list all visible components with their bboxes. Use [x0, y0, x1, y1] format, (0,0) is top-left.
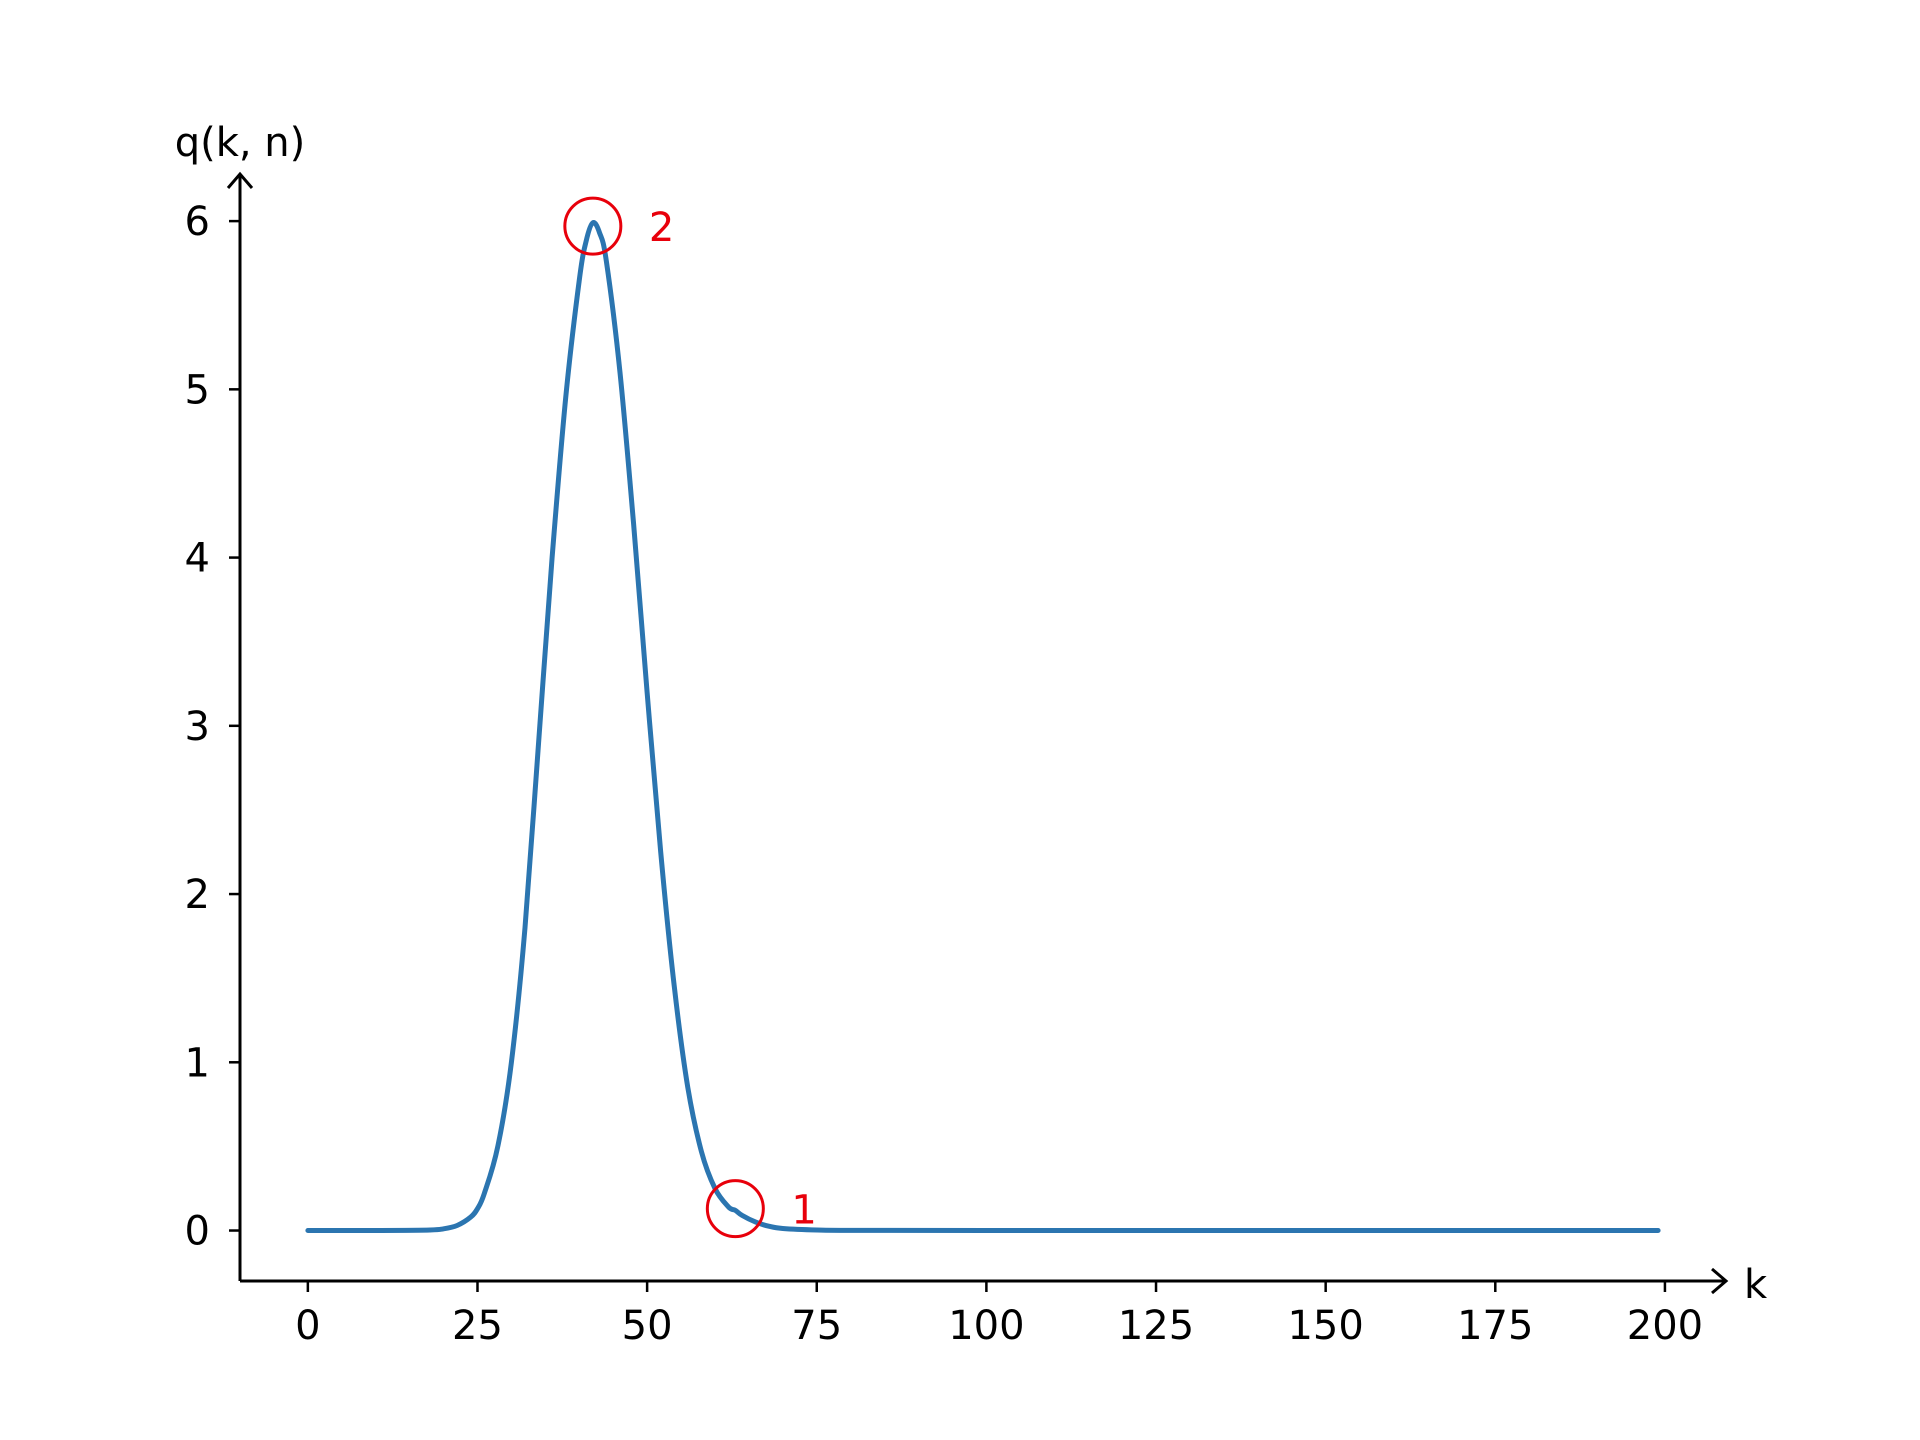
y-ticks: 0 1 2 3 4 5 6	[185, 199, 240, 1255]
x-tick-label: 25	[452, 1303, 503, 1349]
y-tick-label: 2	[185, 872, 210, 918]
y-tick-label: 6	[185, 199, 210, 245]
x-tick-label: 0	[295, 1303, 320, 1349]
y-axis-label: q(k, n)	[175, 120, 306, 166]
y-tick-label: 1	[185, 1040, 210, 1086]
x-tick-label: 150	[1287, 1303, 1363, 1349]
annotation-label: 2	[649, 205, 674, 251]
annotation-marker	[705, 1179, 765, 1239]
annotation-marker	[563, 196, 623, 256]
annotation-label: 1	[791, 1188, 816, 1234]
x-tick-label: 50	[622, 1303, 673, 1349]
y-axis: 0 1 2 3 4 5 6 q(k, n)	[175, 120, 306, 1281]
x-tick-label: 200	[1627, 1303, 1703, 1349]
y-tick-label: 5	[185, 367, 210, 413]
y-axis-arrowhead	[226, 171, 254, 189]
x-axis-label: k	[1744, 1262, 1768, 1308]
x-tick-label: 75	[791, 1303, 842, 1349]
y-tick-label: 4	[185, 536, 210, 582]
x-ticks: 0 25 50 75 100 125 150 175 200	[295, 1281, 1703, 1349]
y-tick-label: 3	[185, 704, 210, 750]
x-tick-label: 175	[1457, 1303, 1533, 1349]
y-tick-label: 0	[185, 1209, 210, 1255]
series-layer	[305, 220, 1661, 1234]
series-line	[305, 220, 1661, 1234]
x-axis-arrowhead	[1711, 1267, 1729, 1295]
annotation-layer: 12	[563, 196, 817, 1239]
x-tick-label: 125	[1118, 1303, 1194, 1349]
x-axis: 0 25 50 75 100 125 150 175 200 k	[240, 1262, 1768, 1349]
x-tick-label: 100	[948, 1303, 1024, 1349]
